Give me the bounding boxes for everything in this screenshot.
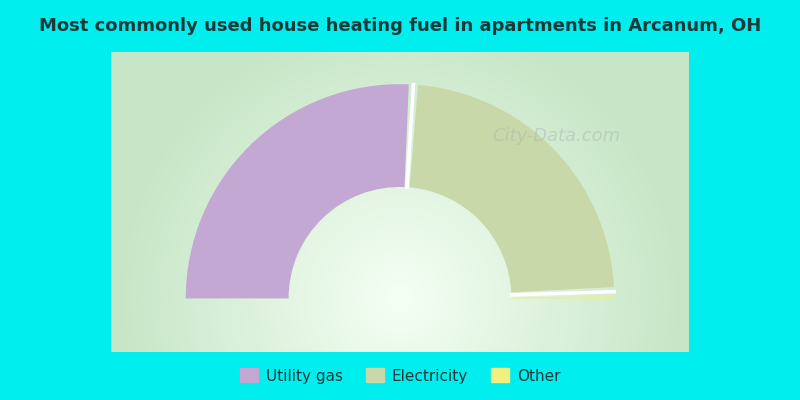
- Circle shape: [191, 90, 609, 400]
- Circle shape: [262, 160, 538, 400]
- Circle shape: [350, 249, 450, 348]
- Circle shape: [312, 210, 488, 387]
- Text: Most commonly used house heating fuel in apartments in Arcanum, OH: Most commonly used house heating fuel in…: [39, 17, 761, 35]
- Circle shape: [138, 37, 662, 400]
- Circle shape: [287, 185, 513, 400]
- Circle shape: [223, 122, 577, 400]
- Circle shape: [273, 171, 527, 400]
- Legend: Utility gas, Electricity, Other: Utility gas, Electricity, Other: [234, 362, 566, 390]
- Circle shape: [258, 157, 542, 400]
- Circle shape: [251, 150, 549, 400]
- Circle shape: [390, 288, 410, 309]
- Circle shape: [149, 47, 651, 400]
- Circle shape: [283, 182, 517, 400]
- Circle shape: [188, 86, 612, 400]
- Circle shape: [131, 30, 669, 400]
- Circle shape: [241, 139, 559, 400]
- Circle shape: [280, 178, 520, 400]
- Circle shape: [266, 164, 534, 400]
- Circle shape: [333, 231, 467, 366]
- Circle shape: [301, 200, 499, 398]
- Circle shape: [248, 146, 552, 400]
- Circle shape: [269, 168, 531, 400]
- Circle shape: [397, 295, 403, 302]
- Circle shape: [220, 118, 580, 400]
- Circle shape: [290, 189, 510, 400]
- Text: City-Data.com: City-Data.com: [492, 127, 620, 145]
- Circle shape: [117, 16, 683, 400]
- Circle shape: [121, 19, 679, 400]
- Circle shape: [255, 154, 545, 400]
- Circle shape: [375, 274, 425, 323]
- Circle shape: [386, 284, 414, 312]
- Circle shape: [135, 33, 665, 400]
- Circle shape: [365, 263, 435, 334]
- Circle shape: [322, 221, 478, 376]
- Circle shape: [234, 132, 566, 400]
- Circle shape: [202, 100, 598, 400]
- Wedge shape: [410, 85, 614, 292]
- Circle shape: [195, 93, 605, 400]
- Circle shape: [294, 192, 506, 400]
- Circle shape: [206, 104, 594, 400]
- Circle shape: [166, 65, 634, 400]
- Circle shape: [198, 97, 602, 400]
- Circle shape: [124, 23, 676, 400]
- Circle shape: [276, 175, 524, 400]
- Circle shape: [128, 26, 672, 400]
- Circle shape: [347, 245, 453, 352]
- Circle shape: [382, 281, 418, 316]
- Circle shape: [340, 238, 460, 358]
- Circle shape: [368, 267, 432, 330]
- Circle shape: [336, 235, 464, 362]
- Circle shape: [181, 79, 619, 400]
- Circle shape: [153, 51, 647, 400]
- Circle shape: [330, 228, 470, 369]
- Circle shape: [226, 125, 574, 400]
- Circle shape: [230, 129, 570, 400]
- Circle shape: [159, 58, 641, 400]
- Circle shape: [315, 214, 485, 383]
- Circle shape: [209, 108, 591, 400]
- Circle shape: [343, 242, 457, 355]
- Circle shape: [298, 196, 502, 400]
- Circle shape: [170, 69, 630, 400]
- Circle shape: [378, 277, 422, 320]
- Circle shape: [354, 252, 446, 344]
- Circle shape: [146, 44, 654, 400]
- Circle shape: [305, 203, 495, 394]
- Circle shape: [326, 224, 474, 373]
- Circle shape: [358, 256, 442, 341]
- Circle shape: [174, 72, 626, 400]
- Circle shape: [245, 143, 555, 400]
- Circle shape: [156, 54, 644, 400]
- Wedge shape: [511, 296, 614, 298]
- Circle shape: [238, 136, 562, 400]
- Circle shape: [308, 206, 492, 390]
- Circle shape: [142, 40, 658, 400]
- Circle shape: [216, 114, 584, 400]
- Circle shape: [213, 111, 587, 400]
- Circle shape: [318, 217, 482, 380]
- Circle shape: [393, 291, 407, 306]
- Circle shape: [178, 76, 622, 400]
- Circle shape: [163, 62, 637, 400]
- Circle shape: [361, 260, 439, 337]
- Circle shape: [184, 83, 616, 400]
- Wedge shape: [186, 84, 409, 298]
- Circle shape: [372, 270, 428, 327]
